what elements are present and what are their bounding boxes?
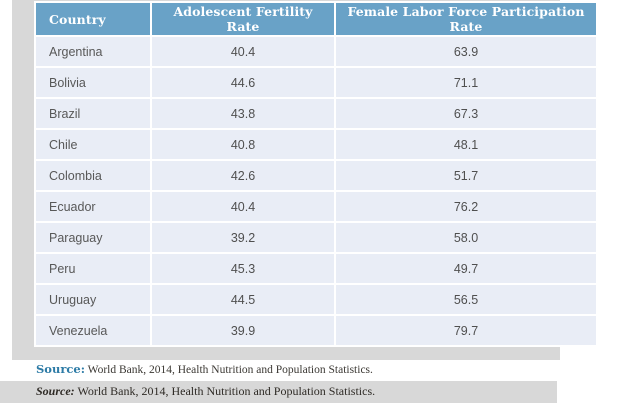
country-cell: Ecuador <box>36 192 150 221</box>
column-header-female-labor-force-participation-rate: Female Labor Force Participation Rate <box>336 3 596 35</box>
table-row: Peru 45.3 49.7 <box>36 254 596 283</box>
value-cell: 56.5 <box>336 285 596 314</box>
country-cell: Chile <box>36 130 150 159</box>
value-cell: 40.4 <box>152 37 334 66</box>
table-row: Argentina 40.4 63.9 <box>36 37 596 66</box>
source-note-secondary: Source: World Bank, 2014, Health Nutriti… <box>36 383 375 400</box>
country-cell: Peru <box>36 254 150 283</box>
source-text-serif: World Bank, 2014, Health Nutrition and P… <box>74 384 376 398</box>
country-cell: Bolivia <box>36 68 150 97</box>
country-cell: Venezuela <box>36 316 150 345</box>
value-cell: 67.3 <box>336 99 596 128</box>
value-cell: 40.8 <box>152 130 334 159</box>
table-row: Uruguay 44.5 56.5 <box>36 285 596 314</box>
header-row: Country Adolescent Fertility Rate Female… <box>36 3 596 35</box>
value-cell: 40.4 <box>152 192 334 221</box>
value-cell: 48.1 <box>336 130 596 159</box>
value-cell: 43.8 <box>152 99 334 128</box>
table-row: Chile 40.8 48.1 <box>36 130 596 159</box>
country-cell: Argentina <box>36 37 150 66</box>
value-cell: 39.2 <box>152 223 334 252</box>
value-cell: 44.6 <box>152 68 334 97</box>
country-cell: Paraguay <box>36 223 150 252</box>
value-cell: 58.0 <box>336 223 596 252</box>
table-row: Venezuela 39.9 79.7 <box>36 316 596 345</box>
column-header-adolescent-fertility-rate: Adolescent Fertility Rate <box>152 3 334 35</box>
value-cell: 51.7 <box>336 161 596 190</box>
value-cell: 45.3 <box>152 254 334 283</box>
value-cell: 39.9 <box>152 316 334 345</box>
source-label: Source: <box>36 362 85 376</box>
source-note-primary: Source: World Bank, 2014, Health Nutriti… <box>36 361 596 378</box>
table-row: Ecuador 40.4 76.2 <box>36 192 596 221</box>
source-text: World Bank, 2014, Health Nutrition and P… <box>84 364 373 376</box>
country-cell: Uruguay <box>36 285 150 314</box>
country-cell: Colombia <box>36 161 150 190</box>
source-band-gray: Source: World Bank, 2014, Health Nutriti… <box>0 381 557 403</box>
value-cell: 71.1 <box>336 68 596 97</box>
table-row: Colombia 42.6 51.7 <box>36 161 596 190</box>
source-label-italic: Source: <box>36 384 75 398</box>
table-row: Paraguay 39.2 58.0 <box>36 223 596 252</box>
value-cell: 79.7 <box>336 316 596 345</box>
country-statistics-table: Country Adolescent Fertility Rate Female… <box>34 1 598 347</box>
table-body: Argentina 40.4 63.9 Bolivia 44.6 71.1 Brazil 43… <box>36 37 596 345</box>
value-cell: 63.9 <box>336 37 596 66</box>
column-header-country: Country <box>36 3 150 35</box>
value-cell: 42.6 <box>152 161 334 190</box>
value-cell: 44.5 <box>152 285 334 314</box>
value-cell: 49.7 <box>336 254 596 283</box>
country-cell: Brazil <box>36 99 150 128</box>
value-cell: 76.2 <box>336 192 596 221</box>
table-row: Bolivia 44.6 71.1 <box>36 68 596 97</box>
table-header: Country Adolescent Fertility Rate Female… <box>36 3 596 35</box>
table-row: Brazil 43.8 67.3 <box>36 99 596 128</box>
